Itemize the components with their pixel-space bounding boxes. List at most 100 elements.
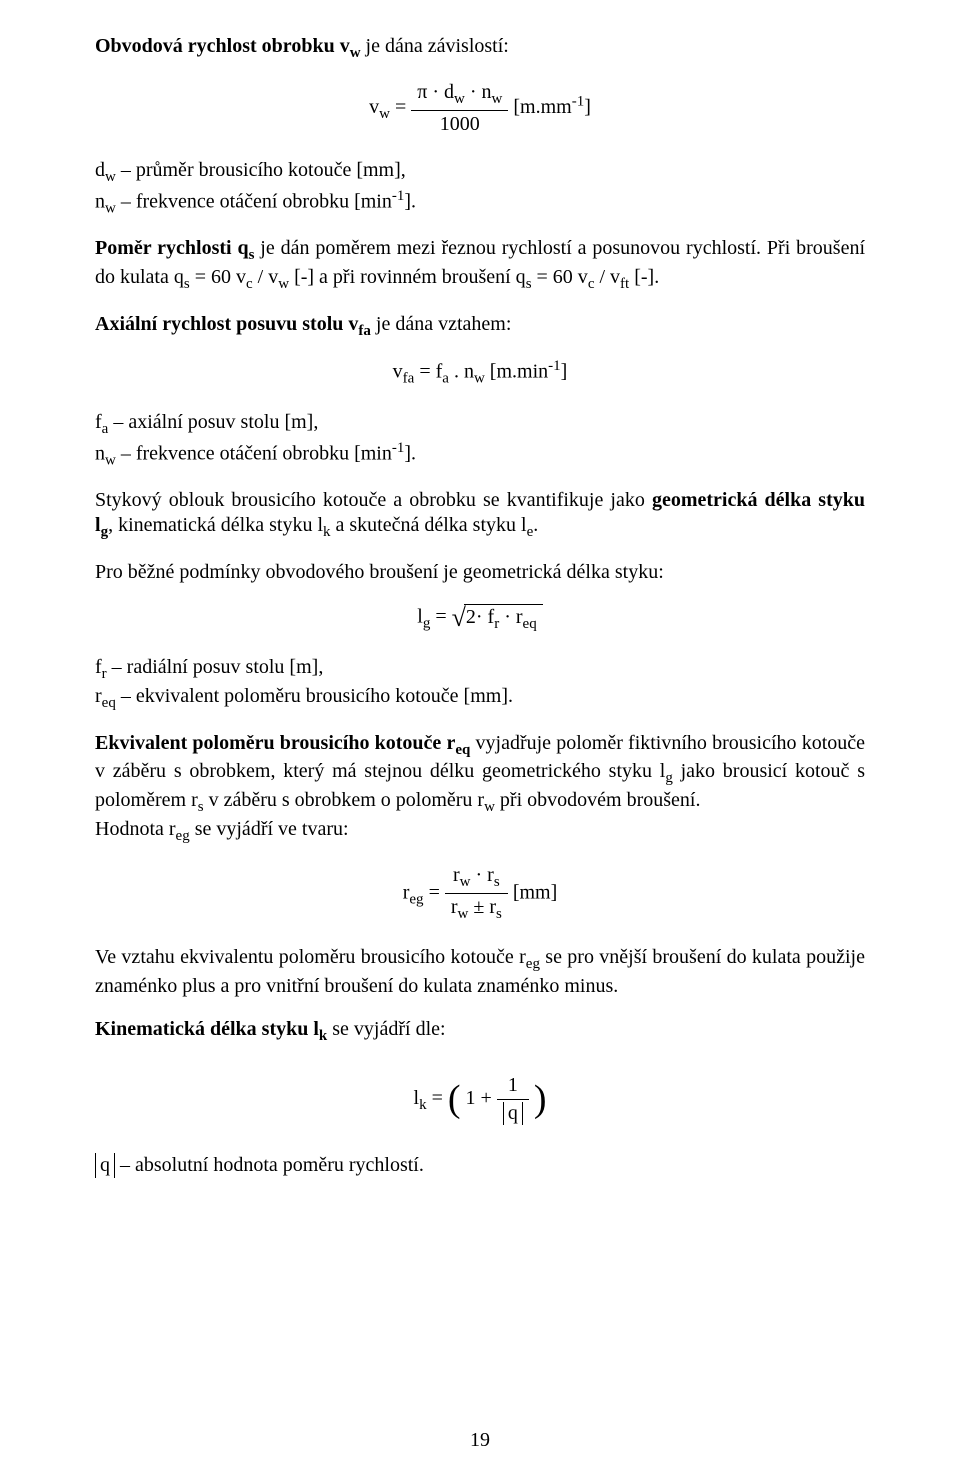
sup: -1 <box>392 440 405 456</box>
text: . n <box>449 361 474 383</box>
text: [-] a při rovinném broušení q <box>289 266 526 288</box>
para-styk: Stykový oblouk brousicího kotouče a obro… <box>95 488 865 542</box>
text: Ekvivalent poloměru brousicího kotouče r <box>95 732 455 754</box>
text: Ve vztahu ekvivalentu poloměru brousicíh… <box>95 946 526 968</box>
text: , kinematická délka styku l <box>108 514 323 536</box>
text: Poměr rychlosti q <box>95 237 249 259</box>
text: Stykový oblouk brousicího kotouče a obro… <box>95 489 652 511</box>
sup: -1 <box>548 358 561 374</box>
text: = 60 v <box>190 266 246 288</box>
text: je dána závislostí: <box>361 35 509 57</box>
sub: c <box>246 276 253 292</box>
text: 1 <box>466 1087 476 1109</box>
sub: g <box>665 770 673 786</box>
para-lg-intro: Pro běžné podmínky obvodového broušení j… <box>95 560 865 585</box>
unit: ] <box>561 361 568 383</box>
text: [-]. <box>629 266 659 288</box>
text: · n <box>465 81 492 103</box>
sub: w <box>454 91 465 107</box>
fraction: 1 q <box>497 1074 529 1125</box>
sub: w <box>460 874 471 890</box>
sub: w <box>474 371 485 387</box>
equation-vfa: vfa = fa . nw [m.min-1] <box>95 358 865 388</box>
text: v záběru s obrobkem o poloměru r <box>204 789 484 811</box>
sub: a <box>442 371 449 387</box>
eq-sign: = <box>430 606 451 628</box>
abs-q-inline: q <box>95 1153 115 1178</box>
text: – axiální posuv stolu [m], <box>108 411 318 433</box>
text: v <box>393 361 403 383</box>
sub: eq <box>102 695 116 711</box>
sub: w <box>458 906 469 922</box>
defs-dw-nw: dw – průměr brousicího kotouče [mm], nw … <box>95 158 865 218</box>
eq-lhs: v <box>369 96 379 118</box>
text: f <box>95 656 102 678</box>
defs-fa-nw: fa – axiální posuv stolu [m], nw – frekv… <box>95 410 865 470</box>
text: · r <box>499 606 522 628</box>
text: Obvodová rychlost obrobku v <box>95 35 350 57</box>
para-lk-head: Kinematická délka styku lk se vyjádří dl… <box>95 1017 865 1046</box>
para-req: Ekvivalent poloměru brousicího kotouče r… <box>95 731 865 846</box>
sub: g <box>101 524 109 540</box>
text: n <box>95 443 105 465</box>
text: Kinematická délka styku l <box>95 1018 319 1040</box>
unit: [mm] <box>513 881 557 903</box>
eq-sign: = <box>390 96 411 118</box>
def-absq: q – absolutní hodnota poměru rychlostí. <box>95 1153 865 1178</box>
text: – radiální posuv stolu [m], <box>107 656 324 678</box>
text: f <box>95 411 102 433</box>
text: r <box>451 896 458 918</box>
numerator: 1 <box>497 1074 529 1100</box>
text: ± r <box>468 896 496 918</box>
para-vfa-head: Axiální rychlost posuvu stolu vfa je dán… <box>95 312 865 341</box>
sub: w <box>278 276 289 292</box>
fraction: π · dw · nw 1000 <box>411 81 508 136</box>
text: při obvodovém broušení. <box>495 789 701 811</box>
text: n <box>95 190 105 212</box>
sub: k <box>323 524 331 540</box>
text: a skutečná délka styku l <box>331 514 527 536</box>
para-sign: Ve vztahu ekvivalentu poloměru brousicíh… <box>95 945 865 999</box>
sub: eg <box>176 828 190 844</box>
text: · r <box>471 864 494 886</box>
text: Axiální rychlost posuvu stolu v <box>95 313 358 335</box>
denominator: 1000 <box>411 111 508 136</box>
text: – ekvivalent poloměru brousicího kotouče… <box>116 685 513 707</box>
sub: w <box>484 799 495 815</box>
text: se vyjádří ve tvaru: <box>190 818 349 840</box>
text: r <box>453 864 460 886</box>
sub: eq <box>455 742 470 758</box>
sub: eq <box>523 616 537 632</box>
sub: k <box>319 1028 327 1044</box>
text: – absolutní hodnota poměru rychlostí. <box>115 1154 424 1176</box>
sub: w <box>105 200 116 216</box>
eq-sign: = <box>424 881 445 903</box>
sub: w <box>379 106 390 122</box>
text: se vyjádří dle: <box>327 1018 445 1040</box>
sup: -1 <box>572 93 585 109</box>
unit: ] <box>584 96 591 118</box>
eq-sign: = <box>427 1087 448 1109</box>
unit: [m.mm <box>513 96 571 118</box>
text: r <box>95 685 102 707</box>
para-qs: Poměr rychlosti qs je dán poměrem mezi ř… <box>95 236 865 294</box>
text: + <box>476 1087 497 1109</box>
sub: w <box>105 169 116 185</box>
sub: fa <box>403 371 415 387</box>
text: ]. <box>404 190 416 212</box>
sub: s <box>496 906 502 922</box>
text: – průměr brousicího kotouče [mm], <box>116 159 406 181</box>
sub: fa <box>358 323 371 339</box>
text: ]. <box>404 443 416 465</box>
text: je dána vztahem: <box>371 313 512 335</box>
text: Pro běžné podmínky obvodového broušení j… <box>95 561 664 583</box>
sub: s <box>494 874 500 890</box>
defs-fr-req: fr – radiální posuv stolu [m], req – ekv… <box>95 655 865 713</box>
text: Hodnota r <box>95 818 176 840</box>
text: 2· f <box>466 606 494 628</box>
unit: [m.min <box>485 361 548 383</box>
text: q <box>508 1102 518 1124</box>
text: / v <box>594 266 620 288</box>
equation-lg: lg = √ 2· fr · req <box>95 603 865 633</box>
sub: w <box>350 45 361 61</box>
